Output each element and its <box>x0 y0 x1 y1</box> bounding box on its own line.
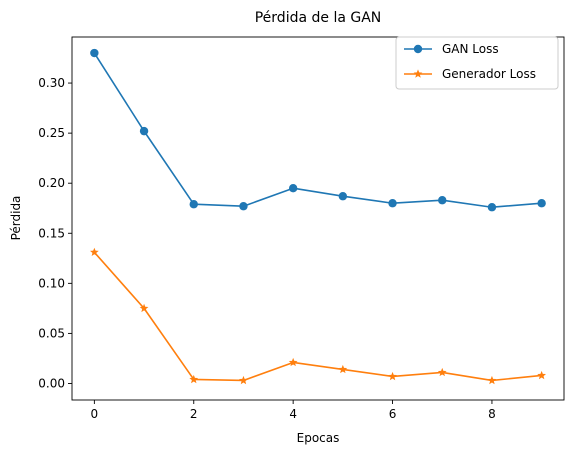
y-axis-label: Pérdida <box>9 196 23 241</box>
data-point <box>388 199 397 208</box>
legend-item-0: GAN Loss <box>404 42 499 56</box>
data-point <box>437 367 447 377</box>
axes: 0 2 4 6 8 0.00 0.05 0.10 0.15 0.20 0.25 0.30 <box>38 36 565 421</box>
axes-frame <box>71 36 565 401</box>
data-point <box>487 203 497 212</box>
data-point <box>338 192 348 201</box>
data-point <box>537 370 547 380</box>
legend-item-1: Generador Loss <box>404 67 536 81</box>
chart-title: Pérdida de la GAN <box>255 10 382 26</box>
data-point <box>89 247 99 257</box>
data-point <box>288 184 298 193</box>
data-point <box>288 357 298 367</box>
y-tick-label: 0.30 <box>38 76 65 90</box>
series-1 <box>89 247 547 385</box>
x-axis-label: Epocas <box>297 431 340 445</box>
data-point <box>438 196 447 205</box>
y-tick-label: 0.20 <box>38 176 65 190</box>
series-line <box>93 52 542 209</box>
x-tick-label: 0 <box>91 407 99 421</box>
legend-marker <box>413 44 423 54</box>
data-point <box>487 375 497 385</box>
y-tick-label: 0.15 <box>38 226 65 240</box>
x-tick-label: 6 <box>389 407 397 421</box>
y-tick-label: 0.05 <box>38 326 65 340</box>
legend-label: Generador Loss <box>442 67 536 81</box>
x-tick-label: 2 <box>190 407 198 421</box>
legend-marker <box>413 69 423 78</box>
data-point <box>90 48 99 58</box>
y-tick-label: 0.10 <box>38 276 65 290</box>
data-point <box>189 200 198 209</box>
data-point <box>537 199 546 208</box>
data-point <box>139 126 149 136</box>
legend-label: GAN Loss <box>442 42 499 56</box>
plot-area <box>89 48 547 385</box>
data-point <box>388 371 397 381</box>
x-tick-label: 8 <box>488 407 496 421</box>
data-point <box>338 364 348 374</box>
data-point <box>139 303 149 313</box>
legend-box <box>395 36 559 90</box>
y-tick-label: 0.00 <box>38 376 65 390</box>
series-0 <box>90 48 546 212</box>
data-point <box>239 202 248 211</box>
data-point <box>189 374 199 384</box>
y-tick-label: 0.25 <box>38 126 65 140</box>
data-point <box>239 375 248 385</box>
legend: GAN Loss Generador Loss <box>395 36 559 90</box>
x-tick-label: 4 <box>289 407 297 421</box>
series-line <box>93 251 542 382</box>
